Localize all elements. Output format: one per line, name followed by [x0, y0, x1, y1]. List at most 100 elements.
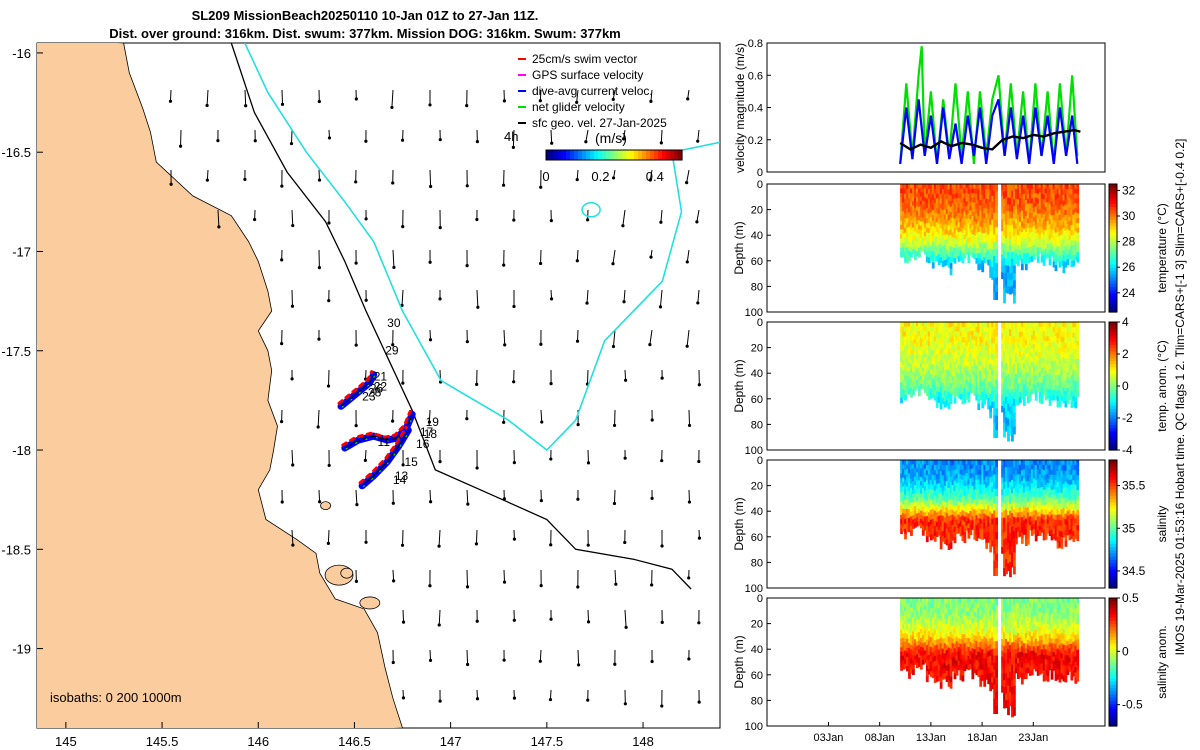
velocity-arrow: [429, 649, 432, 661]
section-cell: [1032, 335, 1036, 341]
section-cell: [1001, 219, 1004, 227]
section-cell: [1062, 517, 1066, 524]
section-cell: [1018, 231, 1022, 237]
section-cell: [1036, 203, 1040, 210]
section-cell: [1022, 218, 1026, 225]
section-cell: [1064, 189, 1068, 196]
section-cell: [963, 372, 967, 379]
section-cell: [906, 218, 909, 224]
section-cell: [937, 391, 941, 398]
section-cell: [967, 391, 971, 398]
section-cell: [975, 223, 979, 230]
section-colorbar-cell: [1109, 196, 1117, 201]
section-cell: [900, 382, 903, 389]
section-cell: [985, 531, 989, 538]
section-colorbar-cell: [1109, 581, 1117, 586]
section-cell: [965, 503, 969, 509]
swim-vector-0: [337, 370, 374, 405]
section-cell: [908, 477, 911, 484]
section-cell: [963, 230, 967, 236]
section-cell: [925, 490, 929, 497]
section-cell: [912, 192, 915, 198]
section-cell: [906, 223, 909, 229]
section-cell: [983, 528, 987, 534]
map-x-tick-label: 146: [247, 734, 269, 749]
section-cell: [991, 502, 995, 510]
section-cell: [941, 194, 945, 201]
section-cell: [959, 365, 963, 371]
section-cell: [1066, 362, 1070, 369]
section-cell: [912, 523, 915, 529]
section-cell: [1076, 372, 1080, 379]
section-cell: [906, 491, 909, 497]
section-cell: [1056, 481, 1060, 489]
section-cell: [910, 336, 913, 342]
section-cell: [1040, 337, 1044, 344]
section-cell: [977, 205, 981, 212]
section-colorbar-tick-label: 0: [1122, 379, 1129, 393]
section-cell: [981, 519, 985, 526]
section-cell: [1048, 507, 1052, 513]
velocity-arrow: [550, 129, 553, 144]
section-cell: [1054, 336, 1058, 343]
section-cell: [1066, 367, 1070, 374]
velocity-arrow-head: [611, 344, 616, 349]
section-cell: [900, 629, 903, 635]
section-cell: [939, 223, 943, 229]
section-cell: [995, 379, 998, 388]
section-cell: [906, 232, 909, 239]
section-cell: [933, 236, 937, 243]
section-cell: [979, 523, 983, 530]
velocity-arrow-head: [539, 185, 543, 189]
colorbar-cell: [642, 150, 647, 160]
section-cell: [923, 370, 927, 376]
section-cell: [979, 365, 983, 372]
section-cell: [983, 228, 987, 234]
section-cell: [900, 501, 903, 507]
section-cell: [1013, 481, 1016, 490]
section-cell: [1007, 322, 1010, 331]
section-cell: [1046, 482, 1050, 489]
section-cell: [914, 514, 917, 520]
section-cell: [1036, 334, 1040, 341]
section-cell: [1036, 184, 1040, 190]
section-cell: [1007, 494, 1010, 503]
velocity-arrow-head: [502, 263, 506, 267]
section-colorbar-cell: [1109, 424, 1117, 429]
section-cell: [1074, 193, 1078, 199]
section-cell: [1076, 340, 1080, 346]
section-cell: [1020, 264, 1024, 271]
section-cell: [993, 560, 997, 569]
section-cell: [979, 503, 983, 510]
section-cell: [1024, 497, 1028, 504]
section-cell: [971, 485, 975, 491]
section-cell: [1050, 237, 1054, 243]
colorbar-units: (m/s): [595, 130, 627, 146]
section-cell: [900, 337, 903, 343]
section-cell: [1016, 483, 1020, 490]
section-cell: [902, 655, 905, 661]
section-cell: [953, 228, 957, 235]
section-cell: [1020, 532, 1024, 539]
velocity-arrow: [291, 529, 294, 546]
section-cell: [1009, 286, 1012, 295]
section-cell: [1013, 198, 1016, 208]
section-cell: [971, 234, 975, 240]
section-cell: [943, 465, 947, 472]
section-cell: [904, 380, 907, 386]
section-cell: [1005, 224, 1008, 233]
section-cell: [1040, 482, 1044, 488]
section-cell: [961, 505, 965, 511]
colorbar-cell: [578, 150, 583, 160]
section-cell: [941, 535, 945, 542]
velocity-arrow: [624, 609, 627, 628]
section-cell: [981, 332, 985, 339]
velocity-arrow: [697, 129, 700, 142]
section-cell: [945, 369, 949, 376]
section-cell: [914, 188, 917, 195]
section-cell: [1020, 216, 1024, 223]
section-cell: [951, 213, 955, 219]
section-cell: [1046, 369, 1050, 376]
section-cell: [965, 326, 969, 333]
section-cell: [900, 496, 903, 502]
